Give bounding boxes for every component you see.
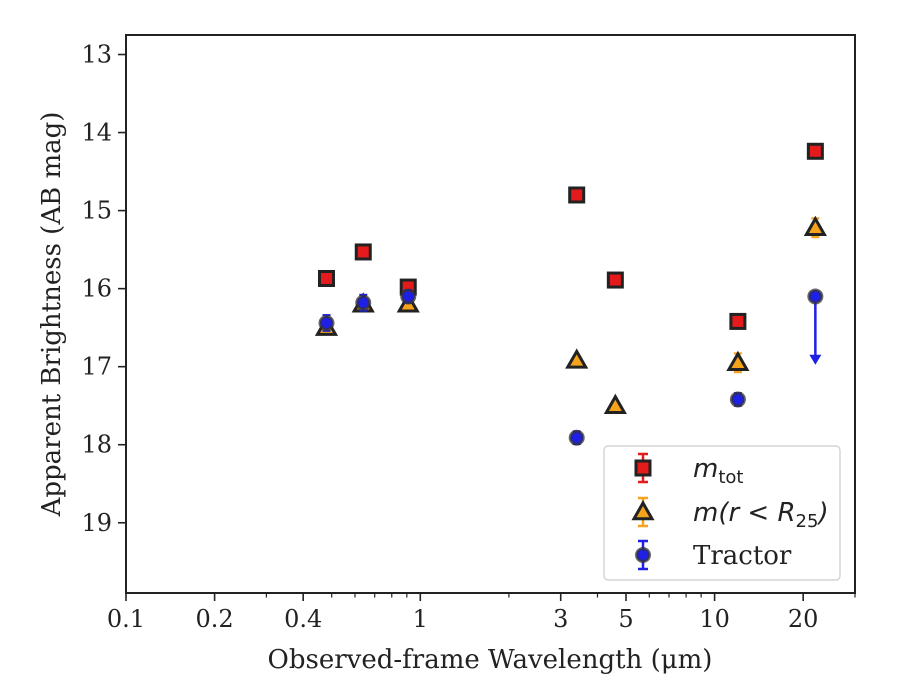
legend-marker-square	[634, 459, 652, 477]
y-axis-label: Apparent Brightness (AB mag)	[37, 112, 67, 518]
point-triangle	[803, 215, 827, 237]
point-square	[354, 243, 372, 261]
x-tick-label: 1	[413, 605, 428, 633]
arrow-head	[809, 354, 822, 365]
point-circle	[318, 314, 335, 331]
plot-frame	[125, 34, 856, 594]
x-axis-label: Observed-frame Wavelength (μm)	[268, 645, 713, 675]
point-square	[568, 186, 586, 204]
legend-label: Tractor	[693, 541, 792, 571]
y-tick-label: 16	[81, 275, 112, 303]
point-square	[729, 312, 747, 330]
legend-box	[603, 445, 841, 581]
point-square	[806, 142, 824, 160]
y-tick-label: 13	[81, 41, 112, 69]
point-square	[606, 271, 624, 289]
point-circle	[400, 288, 417, 305]
series-triangle	[314, 215, 827, 414]
point-circle	[355, 294, 372, 311]
point-triangle	[603, 393, 627, 414]
point-triangle	[726, 350, 750, 372]
x-tick-label: 0.4	[284, 605, 322, 633]
legend-marker-triangle	[631, 499, 655, 521]
y-tick-label: 17	[81, 353, 112, 381]
point-circle	[729, 391, 746, 408]
y-tick-label: 14	[81, 119, 112, 147]
x-tick-label: 3	[553, 605, 568, 633]
point-square	[317, 269, 335, 287]
point-circle	[568, 429, 585, 446]
series-square	[317, 142, 824, 330]
y-tick-label: 15	[81, 197, 112, 225]
x-tick-label: 0.1	[107, 605, 145, 633]
x-tick-label: 5	[618, 605, 633, 633]
x-tick-label: 20	[788, 605, 819, 633]
y-tick-label: 19	[81, 509, 112, 537]
x-tick-label: 0.2	[196, 605, 234, 633]
x-tick-label: 10	[699, 605, 730, 633]
legend: mtot m(r < R25) Tractor	[603, 445, 841, 581]
legend-label: mtot	[693, 454, 743, 488]
data-points	[314, 142, 827, 487]
legend-marker-circle	[635, 547, 651, 563]
point-triangle	[565, 348, 589, 369]
y-tick-label: 18	[81, 431, 112, 459]
point-circle	[807, 288, 824, 305]
legend-label: m(r < R25)	[693, 498, 829, 532]
